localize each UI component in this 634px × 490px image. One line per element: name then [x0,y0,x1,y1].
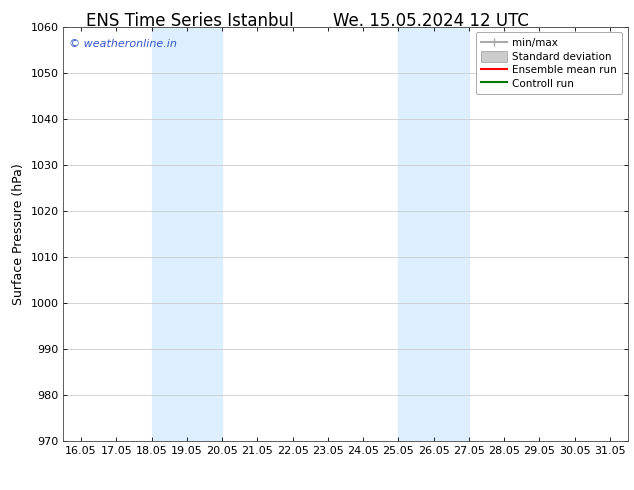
Bar [152,27,222,441]
Text: ENS Time Series Istanbul: ENS Time Series Istanbul [86,12,294,30]
Text: We. 15.05.2024 12 UTC: We. 15.05.2024 12 UTC [333,12,529,30]
Legend: min/max, Standard deviation, Ensemble mean run, Controll run: min/max, Standard deviation, Ensemble me… [476,32,623,94]
Text: © weatheronline.in: © weatheronline.in [69,39,177,49]
Bar [398,27,469,441]
Y-axis label: Surface Pressure (hPa): Surface Pressure (hPa) [12,163,25,305]
